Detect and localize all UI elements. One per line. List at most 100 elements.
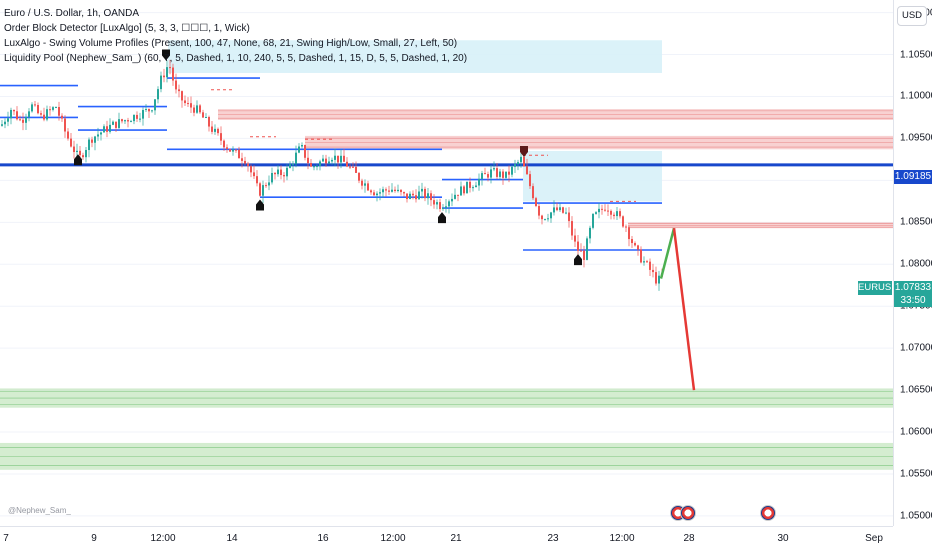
candle-body: [190, 103, 192, 108]
indicator-volume-profile[interactable]: LuxAlgo - Swing Volume Profiles (Present…: [4, 38, 458, 49]
candle-body: [586, 238, 588, 260]
candle-body: [25, 117, 27, 123]
candle-body: [280, 169, 282, 176]
candle-body: [640, 249, 642, 263]
candle-body: [433, 200, 435, 205]
candle-body: [550, 212, 552, 219]
candle-body: [4, 121, 6, 125]
candle-body: [91, 139, 93, 143]
candle-body: [100, 132, 102, 135]
candle-body: [481, 173, 483, 179]
candle-body: [301, 144, 303, 147]
candle-body: [247, 163, 249, 167]
currency-button[interactable]: USD: [897, 6, 927, 26]
candle-body: [172, 67, 174, 81]
candle-body: [127, 120, 129, 122]
candle-body: [373, 192, 375, 196]
candle-body: [376, 193, 378, 196]
candle-body: [358, 172, 360, 181]
candle-body: [562, 207, 564, 213]
candle-body: [547, 218, 549, 220]
candle-body: [292, 163, 294, 165]
candle-body: [256, 176, 258, 184]
candle-body: [505, 171, 507, 178]
candle-body: [610, 210, 612, 215]
candle-body: [475, 185, 477, 188]
price-tick-label: 1.08000: [900, 258, 932, 270]
candle-body: [388, 190, 390, 192]
candle-body: [535, 198, 537, 207]
candle-body: [436, 202, 438, 205]
candle-body: [454, 194, 456, 199]
candle-body: [520, 156, 522, 163]
candle-body: [250, 166, 252, 173]
indicator-liquidity-pool[interactable]: Liquidity Pool (Nephew_Sam_) (60, 7, 5, …: [4, 53, 468, 64]
time-tick-label: 12:00: [380, 533, 406, 544]
time-axis[interactable]: 7 9 12:00 14 16 12:00 21 23 12:00 28 30 Sep: [0, 526, 893, 551]
candle-body: [97, 134, 99, 137]
candle-body: [658, 275, 660, 284]
candle-body: [28, 111, 30, 118]
candle-body: [7, 118, 9, 122]
candle-body: [58, 107, 60, 116]
candle-body: [271, 172, 273, 183]
us-flag-icon[interactable]: [760, 505, 776, 521]
candle-body: [94, 136, 96, 143]
candle-body: [43, 114, 45, 120]
last-price-tag: 1.07833 33:50: [894, 281, 932, 307]
candle-body: [196, 105, 198, 113]
candle-body: [379, 192, 381, 194]
candle-body: [274, 172, 276, 175]
candle-body: [13, 109, 15, 112]
candle-body: [67, 131, 69, 139]
time-tick-label: 7: [3, 533, 9, 544]
candle-body: [583, 250, 585, 260]
candle-body: [619, 211, 621, 217]
price-tick-label: 1.10500: [900, 49, 932, 61]
candle-body: [16, 111, 18, 120]
us-flag-icon[interactable]: [680, 505, 696, 521]
candle-body: [598, 208, 600, 213]
candle-body: [1, 124, 3, 126]
candle-body: [424, 188, 426, 199]
price-axis[interactable]: 1.110001.105001.100001.095001.090001.085…: [893, 0, 932, 526]
candle-body: [592, 213, 594, 228]
candle-body: [118, 119, 120, 128]
candle-body: [199, 105, 201, 113]
candle-body: [157, 89, 159, 100]
candle-body: [244, 160, 246, 164]
candle-body: [496, 168, 498, 177]
candle-body: [604, 209, 606, 211]
candle-body: [151, 110, 153, 112]
candle-body: [82, 155, 84, 158]
time-tick-label: 28: [683, 533, 695, 544]
candle-body: [64, 118, 66, 132]
candle-body: [73, 146, 75, 153]
candle-body: [70, 138, 72, 147]
candle-body: [187, 103, 189, 105]
time-tick-label: 16: [317, 533, 329, 544]
candle-body: [616, 211, 618, 217]
candle-body: [202, 112, 204, 118]
symbol-title[interactable]: Euro / U.S. Dollar, 1h, OANDA: [4, 8, 140, 19]
candle-body: [508, 171, 510, 175]
price-tick-label: 1.09500: [900, 132, 932, 144]
key-level-price-tag: 1.09185: [894, 170, 932, 184]
chart-legend: Euro / U.S. Dollar, 1h, OANDA Order Bloc…: [4, 6, 467, 66]
candle-body: [361, 180, 363, 186]
candle-body: [88, 139, 90, 151]
chart-area[interactable]: Euro / U.S. Dollar, 1h, OANDA Order Bloc…: [0, 0, 893, 526]
candle-body: [115, 121, 117, 128]
candle-body: [139, 118, 141, 120]
indicator-order-block[interactable]: Order Block Detector [LuxAlgo] (5, 3, 3,…: [4, 23, 250, 34]
price-tick-label: 1.06500: [900, 384, 932, 396]
candle-body: [460, 186, 462, 196]
price-tick-label: 1.07000: [900, 342, 932, 354]
cyan-zone: [168, 40, 662, 73]
candle-body: [622, 216, 624, 227]
candle-body: [235, 149, 237, 151]
price-chart[interactable]: [0, 0, 893, 526]
candle-body: [106, 126, 108, 132]
candle-body: [313, 166, 315, 168]
candle-body: [346, 161, 348, 167]
